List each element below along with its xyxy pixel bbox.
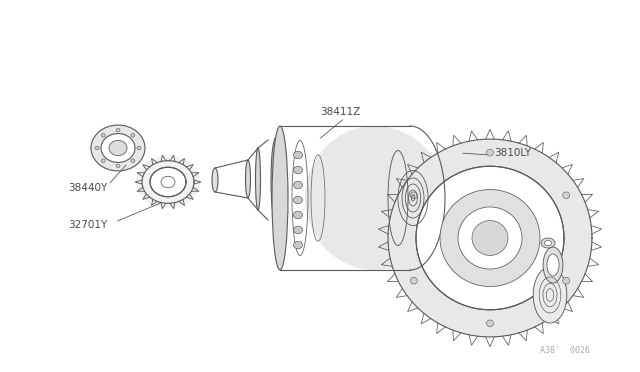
Ellipse shape (294, 241, 303, 249)
Ellipse shape (116, 164, 120, 168)
Ellipse shape (101, 159, 105, 162)
Ellipse shape (388, 139, 592, 337)
Ellipse shape (255, 148, 260, 210)
Ellipse shape (486, 149, 493, 156)
Ellipse shape (161, 176, 175, 188)
Text: A38'  0026: A38' 0026 (540, 346, 590, 355)
Ellipse shape (305, 126, 445, 270)
Ellipse shape (416, 166, 564, 310)
Text: 38102Y: 38102Y (500, 212, 540, 222)
Ellipse shape (150, 167, 186, 197)
Text: 38440YA: 38440YA (505, 238, 550, 248)
Text: 38440Y: 38440Y (68, 183, 108, 193)
Ellipse shape (101, 134, 105, 137)
Ellipse shape (294, 151, 303, 159)
Ellipse shape (212, 168, 218, 192)
Ellipse shape (545, 241, 552, 246)
Ellipse shape (472, 221, 508, 256)
Ellipse shape (272, 126, 288, 270)
Ellipse shape (563, 277, 570, 284)
Ellipse shape (543, 247, 563, 283)
Ellipse shape (410, 277, 417, 284)
Text: 32701Y: 32701Y (68, 220, 108, 230)
Ellipse shape (116, 128, 120, 132)
Ellipse shape (533, 267, 567, 323)
Ellipse shape (95, 146, 99, 150)
Ellipse shape (131, 159, 135, 162)
Ellipse shape (246, 160, 250, 198)
Text: 38411Z: 38411Z (320, 107, 360, 117)
Ellipse shape (131, 134, 135, 137)
Ellipse shape (541, 238, 555, 248)
Ellipse shape (294, 196, 303, 204)
Ellipse shape (294, 211, 303, 219)
Ellipse shape (136, 156, 200, 208)
Ellipse shape (294, 181, 303, 189)
Ellipse shape (101, 134, 135, 163)
Ellipse shape (271, 138, 281, 222)
Ellipse shape (294, 226, 303, 234)
Ellipse shape (137, 146, 141, 150)
Ellipse shape (440, 189, 540, 286)
Ellipse shape (486, 320, 493, 327)
Ellipse shape (410, 192, 417, 199)
Ellipse shape (416, 166, 564, 310)
Ellipse shape (547, 254, 559, 276)
Ellipse shape (294, 166, 303, 174)
Ellipse shape (109, 140, 127, 155)
Ellipse shape (563, 192, 570, 199)
Text: 3810LY: 3810LY (494, 148, 531, 158)
Ellipse shape (458, 207, 522, 269)
Text: 38453Y: 38453Y (513, 268, 552, 278)
Ellipse shape (91, 125, 145, 171)
